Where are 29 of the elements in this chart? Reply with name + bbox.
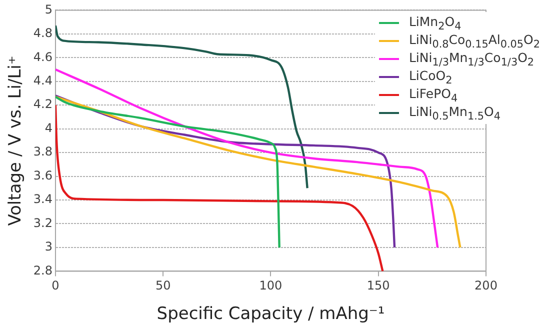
line-series — [55, 104, 384, 272]
y-tick-label: 2.8 — [33, 263, 52, 278]
y-tick-label: 4.4 — [33, 74, 52, 88]
legend-label: LiNi$_{0.8}$Co$_{0.15}$Al$_{0.05}$O$_{2}$ — [408, 32, 540, 50]
x-tick-label: 150 — [366, 278, 390, 293]
x-tick-label: 200 — [474, 278, 498, 293]
y-tick-label: 4.6 — [33, 50, 52, 64]
line-series — [55, 96, 280, 249]
y-tick-label: 3.2 — [33, 216, 52, 230]
y-tick-label: 5 — [44, 2, 52, 16]
y-axis-title: Voltage / V vs. Li/Li⁺ — [6, 56, 26, 226]
legend-label: LiNi$_{1/3}$Mn$_{1/3}$Co$_{1/3}$O$_{2}$ — [408, 50, 534, 68]
x-axis-title: Specific Capacity / mAhg⁻¹ — [156, 304, 385, 324]
legend-label: LiNi$_{0.5}$Mn$_{1.5}$O$_{4}$ — [408, 104, 501, 122]
y-tick-label: 3.8 — [33, 144, 52, 159]
line-series — [55, 94, 396, 249]
x-tick-label: 0 — [52, 278, 60, 293]
legend-label: LiMn$_{2}$O$_{4}$ — [408, 14, 462, 32]
x-tick-label: 100 — [259, 278, 282, 293]
y-tick-label: 3.4 — [33, 192, 52, 206]
line-series — [55, 24, 308, 190]
y-tick-label: 4.8 — [33, 26, 52, 40]
x-tick-label: 50 — [155, 278, 171, 293]
legend-label: LiCoO$_{2}$ — [408, 68, 452, 86]
y-tick-label: 3.6 — [33, 168, 52, 182]
y-tick-label: 4 — [44, 120, 52, 135]
y-tick-label: 4.2 — [33, 97, 52, 112]
legend-label: LiFePO$_{4}$ — [408, 86, 458, 104]
y-tick-label: 3 — [44, 240, 52, 254]
